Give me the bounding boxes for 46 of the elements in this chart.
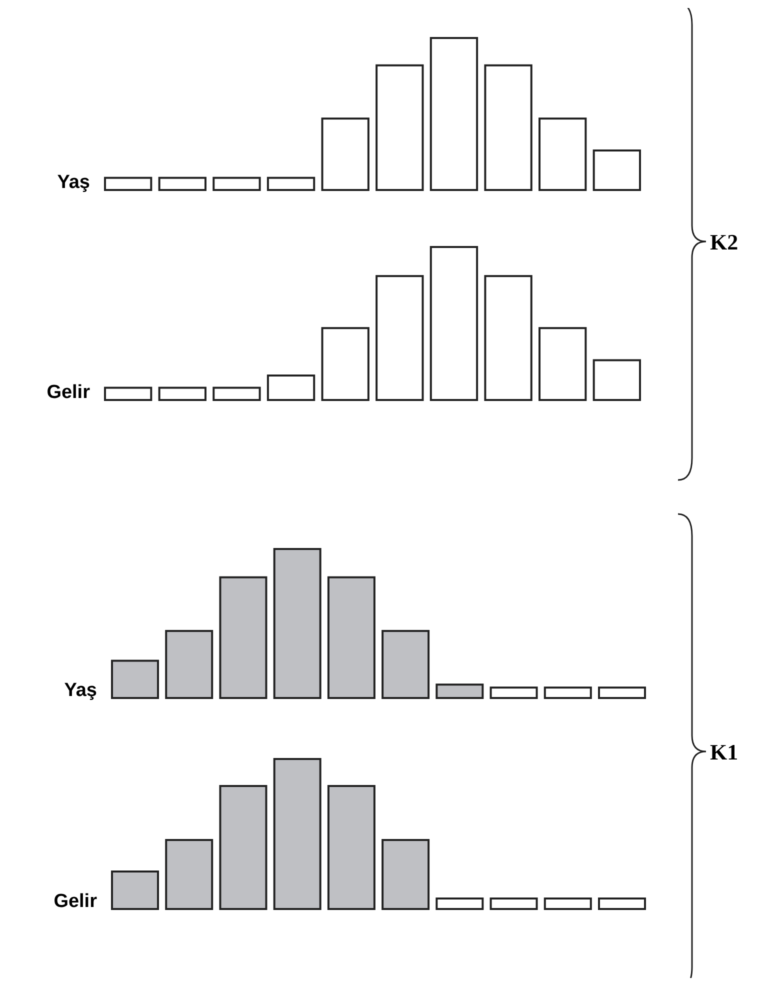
bar [321, 327, 370, 401]
bar [544, 898, 592, 910]
bar [219, 785, 268, 910]
bar [327, 785, 376, 910]
bar [212, 176, 261, 191]
bar [430, 246, 478, 401]
bar [490, 898, 538, 910]
bar [273, 548, 322, 699]
bar [111, 870, 159, 910]
bar [273, 758, 322, 910]
bar [598, 686, 646, 699]
bar [376, 64, 424, 191]
bar [538, 118, 587, 191]
bar [490, 686, 538, 699]
bar [382, 630, 430, 699]
bar [592, 149, 641, 191]
bar [212, 386, 261, 401]
bar [484, 64, 532, 191]
bar [104, 176, 152, 191]
bar [382, 839, 430, 910]
bar [266, 176, 316, 191]
bar [266, 374, 316, 401]
bar [430, 37, 478, 191]
bar [158, 386, 206, 401]
bar [436, 898, 484, 910]
bar [165, 630, 214, 699]
text: K2 [710, 230, 738, 254]
bar [436, 684, 484, 699]
bar [321, 118, 370, 191]
bar [598, 898, 646, 910]
bar [376, 275, 424, 401]
bar [111, 660, 159, 699]
text: K1 [710, 740, 738, 764]
bar [104, 386, 152, 401]
bar [165, 839, 214, 910]
bar [544, 686, 592, 699]
bar [158, 176, 206, 191]
y-axis-title: Gelir [54, 891, 98, 912]
bar [219, 576, 268, 699]
y-axis-title: Yaş [57, 172, 90, 193]
bar [592, 359, 641, 401]
y-axis-title: Yaş [64, 680, 97, 701]
bar [484, 275, 532, 401]
bar [327, 576, 376, 699]
bar [538, 327, 587, 401]
y-axis-title: Gelir [46, 382, 91, 403]
